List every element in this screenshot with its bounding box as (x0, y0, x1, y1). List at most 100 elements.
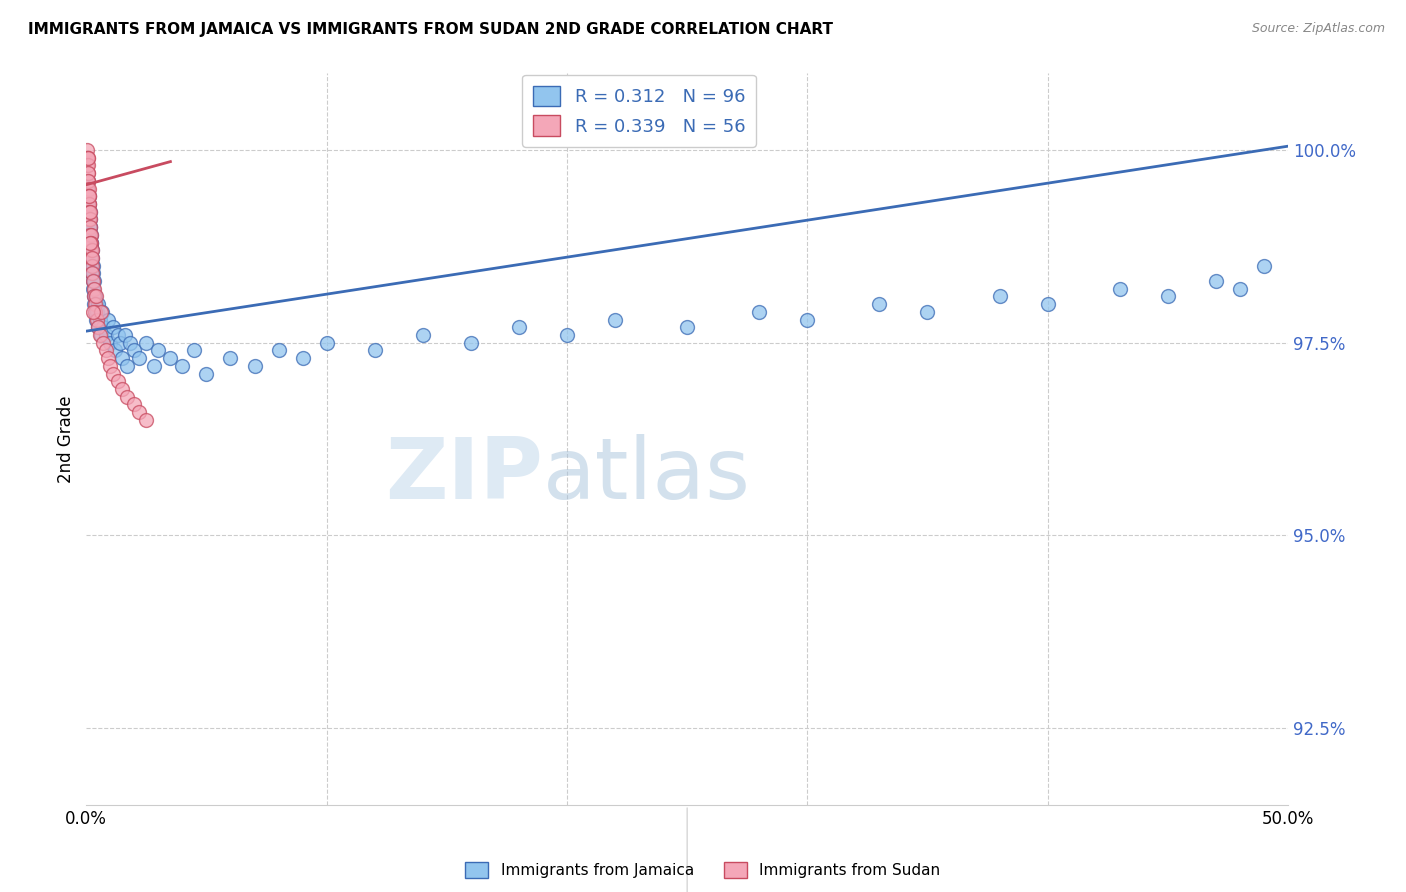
Point (1036, 297, 1059, 311)
Point (77, 204, 100, 219)
Point (114, 328, 136, 343)
Point (77, 174, 100, 188)
Point (315, 335, 337, 350)
Point (107, 328, 129, 343)
Point (76, 181, 98, 195)
Point (80, 251, 103, 265)
Point (83, 297, 105, 311)
Point (79, 204, 101, 219)
Point (91, 320, 114, 334)
Point (80, 244, 103, 258)
Text: atlas: atlas (543, 434, 751, 517)
Point (97, 312, 120, 326)
Point (82, 266, 104, 280)
Point (80, 259, 103, 273)
Point (1205, 274, 1227, 288)
Point (508, 320, 530, 334)
Point (79, 204, 101, 219)
Point (76, 151, 98, 165)
Point (80, 259, 103, 273)
Point (79, 227, 101, 242)
Point (135, 413, 157, 427)
Point (80, 227, 103, 242)
Point (87, 297, 110, 311)
Point (87, 320, 110, 334)
Point (79, 235, 101, 250)
Point (76, 166, 98, 180)
Point (98, 335, 121, 350)
Point (84, 305, 107, 319)
Point (108, 335, 131, 350)
Point (77, 181, 100, 195)
Point (84, 289, 107, 303)
Point (79, 220, 101, 235)
Point (83, 289, 105, 303)
Legend: R = 0.312   N = 96, R = 0.339   N = 56: R = 0.312 N = 96, R = 0.339 N = 56 (522, 75, 756, 147)
Point (676, 320, 699, 334)
Point (77, 227, 100, 242)
Point (79, 244, 101, 258)
Point (82, 282, 104, 296)
Point (76, 143, 98, 157)
Point (94, 328, 117, 343)
Point (124, 343, 146, 358)
Point (80, 259, 103, 273)
Point (90, 305, 112, 319)
Point (77, 158, 100, 172)
Point (79, 251, 101, 265)
Point (82, 266, 104, 280)
Point (79, 220, 101, 235)
Text: IMMIGRANTS FROM JAMAICA VS IMMIGRANTS FROM SUDAN 2ND GRADE CORRELATION CHART: IMMIGRANTS FROM JAMAICA VS IMMIGRANTS FR… (28, 22, 834, 37)
Point (79, 204, 101, 219)
Point (159, 351, 181, 365)
Point (77, 220, 100, 235)
Point (77, 212, 100, 227)
Point (83, 289, 105, 303)
Point (79, 189, 101, 203)
Point (80, 251, 103, 265)
Point (76, 197, 98, 211)
Point (77, 197, 100, 211)
Point (124, 397, 146, 411)
Point (82, 274, 104, 288)
Point (87, 320, 110, 334)
Point (219, 351, 242, 365)
Point (83, 297, 105, 311)
Point (80, 244, 103, 258)
Point (80, 235, 103, 250)
Point (748, 305, 770, 319)
Point (82, 274, 104, 288)
Point (77, 212, 100, 227)
Point (868, 297, 890, 311)
Point (80, 251, 103, 265)
Legend: Immigrants from Jamaica, Immigrants from Sudan: Immigrants from Jamaica, Immigrants from… (460, 856, 946, 884)
Point (77, 212, 100, 227)
Point (86, 305, 108, 319)
Point (79, 235, 101, 250)
Point (111, 382, 134, 396)
Point (79, 220, 101, 235)
Point (84, 305, 107, 319)
Point (79, 212, 101, 227)
Point (76, 151, 98, 165)
Point (90, 305, 112, 319)
Point (555, 328, 578, 343)
Point (796, 312, 818, 326)
Point (82, 259, 104, 273)
Point (86, 312, 108, 326)
Point (1108, 282, 1130, 296)
Text: Source: ZipAtlas.com: Source: ZipAtlas.com (1251, 22, 1385, 36)
Point (79, 235, 101, 250)
Point (91, 335, 114, 350)
Point (98, 359, 121, 373)
Point (80, 244, 103, 258)
Point (77, 189, 100, 203)
Point (77, 227, 100, 242)
Point (76, 197, 98, 211)
Y-axis label: 2nd Grade: 2nd Grade (58, 395, 75, 483)
Point (77, 174, 100, 188)
Point (86, 312, 108, 326)
Point (89, 328, 111, 343)
Point (77, 189, 100, 203)
Point (115, 390, 138, 404)
